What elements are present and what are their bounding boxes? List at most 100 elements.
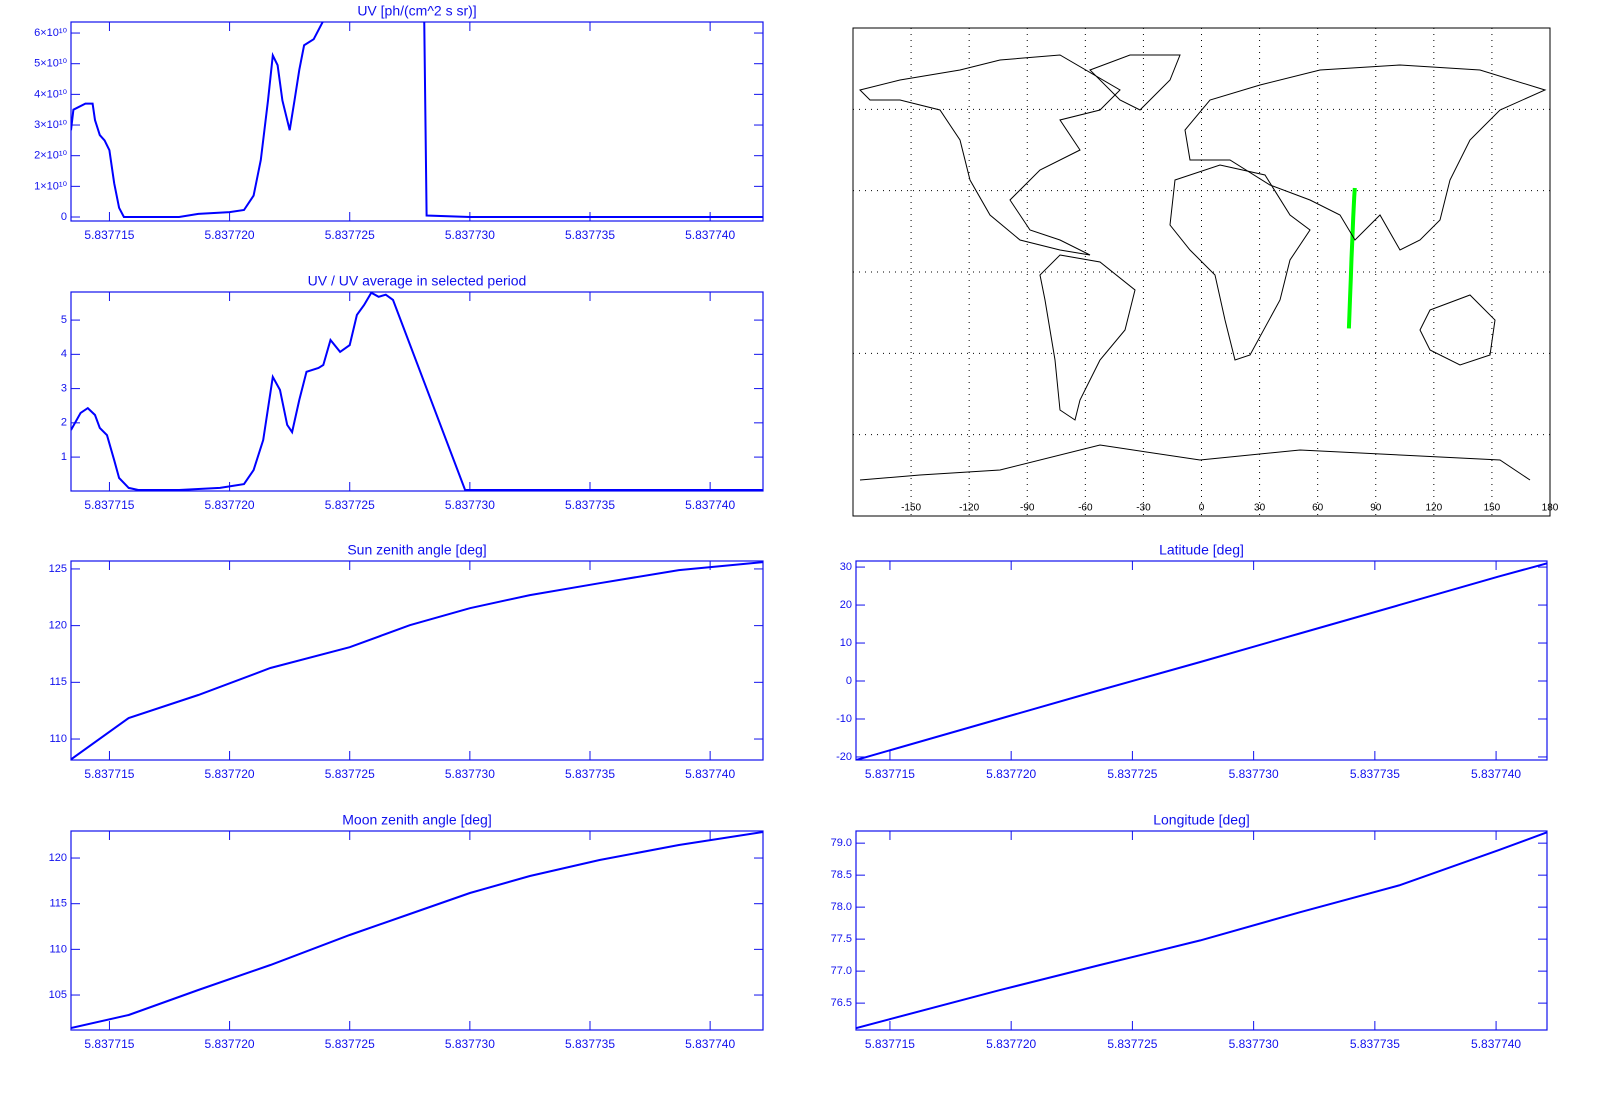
south-america: [1039, 254, 1136, 421]
y-tick-label: 10: [840, 637, 852, 649]
x-tick-label: 5.837735: [565, 767, 615, 781]
x-tick-label: 5.837730: [445, 498, 495, 512]
eurasia: [1184, 64, 1547, 251]
x-tick-label: 5.837740: [1471, 767, 1521, 781]
y-tick-label: 78.0: [831, 901, 852, 913]
x-tick-label: 5.837735: [565, 498, 615, 512]
y-tick-label: 3: [61, 382, 67, 394]
antarctica: [859, 444, 1531, 481]
y-tick-label: 20: [840, 599, 852, 611]
x-tick-label: 5.837720: [205, 498, 255, 512]
x-tick-label: 5.837735: [1350, 767, 1400, 781]
chart-title: UV [ph/(cm^2 s sr)]: [357, 3, 476, 19]
y-tick-label: 0: [846, 675, 852, 687]
x-tick-label: 180: [1542, 503, 1559, 514]
y-tick-label: 4×10¹⁰: [34, 88, 67, 100]
x-tick-label: 30: [1254, 503, 1266, 514]
data-line: [856, 562, 1547, 760]
plot-frame: [70, 830, 764, 1031]
plot-frame: [855, 830, 1548, 1031]
x-tick-label: 5.837715: [865, 1037, 915, 1051]
coastlines: [859, 54, 1547, 481]
x-tick-label: 5.837715: [84, 767, 134, 781]
x-tick-label: 5.837730: [1229, 767, 1279, 781]
chart-title: UV / UV average in selected period: [308, 273, 527, 289]
y-tick-label: 2×10¹⁰: [34, 150, 67, 162]
x-tick-label: 5.837730: [445, 228, 495, 242]
y-tick-label: 1×10¹⁰: [34, 180, 67, 192]
x-tick-label: 5.837740: [685, 228, 735, 242]
x-tick-label: 5.837725: [325, 1037, 375, 1051]
x-tick-label: 5.837740: [685, 498, 735, 512]
y-tick-label: 0: [61, 211, 67, 223]
y-tick-label: 105: [49, 989, 67, 1001]
x-tick-label: 5.837725: [325, 498, 375, 512]
data-line: [71, 831, 763, 1029]
y-tick-label: 110: [49, 733, 67, 745]
y-tick-label: 125: [49, 563, 67, 575]
x-tick-label: 5.837720: [986, 1037, 1036, 1051]
y-tick-label: 78.5: [831, 869, 852, 881]
africa: [1169, 164, 1311, 361]
greenland: [1089, 54, 1181, 111]
chart-title: Longitude [deg]: [1153, 812, 1250, 828]
y-tick-label: 30: [840, 561, 852, 573]
ground-track: [1346, 187, 1357, 329]
x-tick-label: 5.837730: [445, 767, 495, 781]
x-tick-label: 5.837720: [205, 228, 255, 242]
data-line: [856, 831, 1547, 1030]
y-tick-label: 110: [49, 943, 67, 955]
y-tick-label: 3×10¹⁰: [34, 119, 67, 131]
y-tick-label: 5×10¹⁰: [34, 58, 67, 70]
x-tick-label: 5.837720: [986, 767, 1036, 781]
y-tick-label: 2: [61, 417, 67, 429]
y-tick-label: 1: [61, 451, 67, 463]
x-tick-label: -30: [1136, 503, 1151, 514]
x-tick-label: 5.837735: [1350, 1037, 1400, 1051]
chart-title: Sun zenith angle [deg]: [347, 542, 486, 558]
data-line: [71, 292, 763, 491]
x-tick-label: 90: [1370, 503, 1382, 514]
x-tick-label: 5.837740: [1471, 1037, 1521, 1051]
y-tick-label: 120: [49, 620, 67, 632]
x-tick-label: -150: [901, 503, 921, 514]
x-tick-label: 5.837725: [1107, 1037, 1157, 1051]
data-line: [71, 561, 763, 760]
x-tick-label: 5.837735: [565, 228, 615, 242]
y-tick-label: 77.0: [831, 965, 852, 977]
x-tick-label: 5.837740: [685, 767, 735, 781]
y-tick-label: 4: [61, 348, 67, 360]
x-tick-label: -60: [1078, 503, 1093, 514]
x-tick-label: 5.837715: [84, 498, 134, 512]
y-tick-label: 76.5: [831, 997, 852, 1009]
plot-frame: [70, 21, 764, 222]
x-tick-label: 150: [1484, 503, 1501, 514]
x-tick-label: 5.837725: [325, 767, 375, 781]
x-tick-label: 120: [1425, 503, 1442, 514]
x-tick-label: -120: [959, 503, 979, 514]
x-tick-label: 5.837735: [565, 1037, 615, 1051]
x-tick-label: -90: [1020, 503, 1035, 514]
chart-title: Moon zenith angle [deg]: [342, 812, 491, 828]
x-tick-label: 0: [1199, 503, 1205, 514]
x-tick-label: 5.837715: [84, 1037, 134, 1051]
y-tick-label: 6×10¹⁰: [34, 27, 67, 39]
x-tick-label: 5.837720: [205, 1037, 255, 1051]
x-tick-label: 5.837725: [325, 228, 375, 242]
x-tick-label: 5.837740: [685, 1037, 735, 1051]
y-tick-label: -20: [836, 751, 852, 763]
y-tick-label: 79.0: [831, 837, 852, 849]
north-america: [859, 54, 1121, 256]
y-tick-label: 120: [49, 852, 67, 864]
y-tick-label: 77.5: [831, 933, 852, 945]
x-tick-label: 60: [1312, 503, 1324, 514]
data-line: [71, 22, 763, 218]
y-tick-label: 5: [61, 314, 67, 326]
x-tick-label: 5.837730: [1229, 1037, 1279, 1051]
x-tick-label: 5.837715: [865, 767, 915, 781]
chart-title: Latitude [deg]: [1159, 542, 1244, 558]
plot-frame: [855, 560, 1548, 761]
x-tick-label: 5.837720: [205, 767, 255, 781]
x-tick-label: 5.837715: [84, 228, 134, 242]
